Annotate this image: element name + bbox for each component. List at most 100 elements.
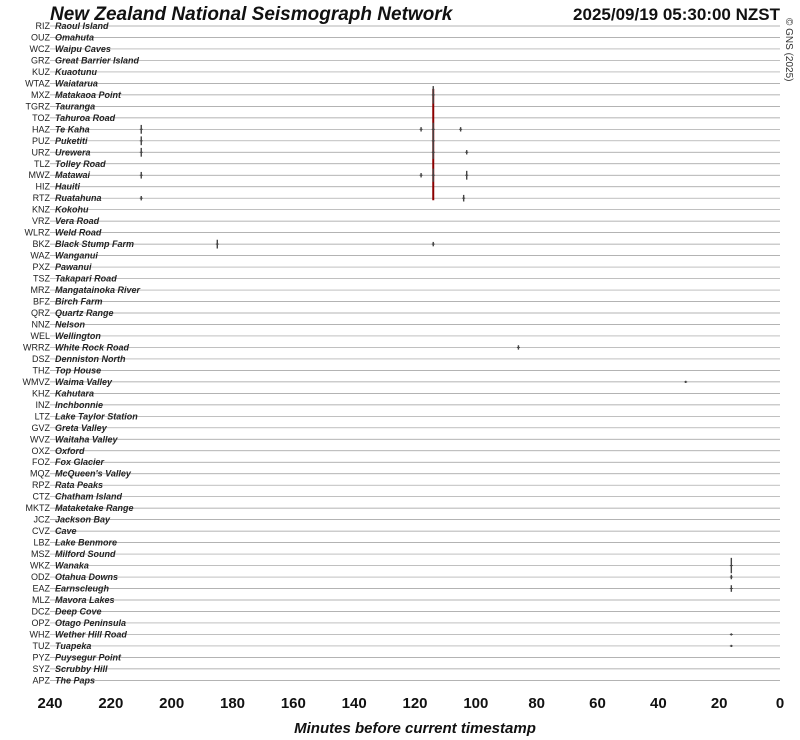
station-code: MLZ: [32, 595, 51, 605]
station-code: WEL: [30, 331, 50, 341]
station-row: RTZ Ruatahuna: [33, 193, 780, 203]
station-name: Wanganui: [55, 251, 98, 261]
station-row: LTZ Lake Taylor Station: [35, 411, 780, 421]
station-code: NNZ: [32, 319, 51, 329]
station-code: GRZ: [31, 55, 51, 65]
station-name: Fox Glacier: [55, 457, 105, 467]
station-row: JCZ Jackson Bay: [34, 515, 780, 525]
station-code: KUZ: [32, 67, 51, 77]
station-name: Scrubby Hill: [55, 664, 108, 674]
station-name: Black Stump Farm: [55, 239, 134, 249]
station-name: Matawai: [55, 170, 91, 180]
station-name: Birch Farm: [55, 297, 103, 307]
station-name: Weld Road: [55, 228, 102, 238]
station-code: WTAZ: [25, 78, 50, 88]
station-row: WMVZ Waima Valley: [23, 377, 780, 387]
station-row: MLZ Mavora Lakes: [32, 595, 780, 605]
station-code: WRRZ: [23, 342, 50, 352]
x-tick-label: 220: [98, 695, 123, 712]
station-row: OPZ Otago Peninsula: [31, 618, 780, 628]
station-code: HIZ: [36, 182, 51, 192]
station-code: WMVZ: [23, 377, 51, 387]
station-row: TOZ Tahuroa Road: [32, 113, 780, 123]
station-name: Lake Taylor Station: [55, 411, 138, 421]
station-name: Lake Benmore: [55, 538, 117, 548]
station-row: PUZ Puketiti: [32, 136, 780, 146]
station-code: HAZ: [32, 124, 51, 134]
station-row: RPZ Rata Peaks: [32, 480, 780, 490]
station-name: Kahutara: [55, 388, 94, 398]
station-name: Mangatainoka River: [55, 285, 141, 295]
station-row: THZ Top House: [33, 365, 780, 375]
station-code: OXZ: [31, 446, 50, 456]
station-code: KHZ: [32, 388, 51, 398]
station-name: Omahuta: [55, 32, 94, 42]
station-code: LTZ: [35, 411, 51, 421]
chart-title: New Zealand National Seismograph Network: [50, 4, 454, 25]
station-row: KHZ Kahutara: [32, 388, 780, 398]
station-name: Wether Hill Road: [55, 629, 127, 639]
station-row: WVZ Waitaha Valley: [30, 434, 780, 444]
station-code: MRZ: [31, 285, 51, 295]
station-name: Hauiti: [55, 182, 81, 192]
station-name: Mataketake Range: [55, 503, 134, 513]
station-code: MKTZ: [26, 503, 51, 513]
station-row: TUZ Tuapeka: [33, 641, 780, 651]
station-code: MXZ: [31, 90, 51, 100]
station-code: TGRZ: [26, 101, 51, 111]
station-code: OUZ: [31, 32, 51, 42]
station-code: CTZ: [33, 492, 51, 502]
station-row: NNZ Nelson: [32, 319, 780, 329]
x-tick-label: 100: [463, 695, 488, 712]
station-row: ODZ Otahua Downs: [31, 572, 780, 582]
station-row: GVZ Greta Valley: [31, 423, 780, 433]
station-row: KNZ Kokohu: [32, 205, 780, 215]
station-name: Tolley Road: [55, 159, 106, 169]
station-name: Great Barrier Island: [55, 55, 140, 65]
station-code: PXZ: [32, 262, 50, 272]
station-row: LBZ Lake Benmore: [33, 538, 780, 548]
station-row: HAZ Te Kaha: [32, 124, 780, 134]
station-code: EAZ: [32, 584, 50, 594]
x-tick-label: 20: [711, 695, 728, 712]
station-code: KNZ: [32, 205, 51, 215]
station-name: Chatham Island: [55, 492, 123, 502]
station-row: PYZ Puysegur Point: [32, 652, 780, 662]
station-name: The Paps: [55, 675, 95, 685]
station-code: PYZ: [32, 652, 50, 662]
copyright-notice: © GNS (2025): [783, 18, 794, 82]
station-row: TLZ Tolley Road: [34, 159, 780, 169]
station-name: Kokohu: [55, 205, 89, 215]
station-code: WCZ: [30, 44, 51, 54]
x-tick-label: 0: [776, 695, 784, 712]
station-name: Wellington: [55, 331, 101, 341]
station-row: CTZ Chatham Island: [33, 492, 780, 502]
station-row: DSZ Denniston North: [32, 354, 780, 364]
station-name: Te Kaha: [55, 124, 90, 134]
station-name: Mavora Lakes: [55, 595, 115, 605]
station-row: PXZ Pawanui: [32, 262, 780, 272]
station-code: GVZ: [31, 423, 50, 433]
station-name: Rata Peaks: [55, 480, 103, 490]
station-code: TSZ: [33, 274, 51, 284]
x-axis-ticks: 240 220 200 180 160 140 120 100 80 60 40 20 0: [37, 695, 784, 712]
station-row: DCZ Deep Cove: [32, 606, 780, 616]
station-name: Waiatarua: [55, 78, 98, 88]
station-code: BKZ: [32, 239, 50, 249]
station-row: SYZ Scrubby Hill: [32, 664, 780, 674]
station-row: WTAZ Waiatarua: [25, 78, 780, 88]
station-code: VRZ: [32, 216, 51, 226]
station-code: PUZ: [32, 136, 51, 146]
station-name: Raoul Island: [55, 21, 109, 31]
station-name: Quartz Range: [55, 308, 114, 318]
station-code: RIZ: [36, 21, 51, 31]
x-axis-label: Minutes before current timestamp: [294, 720, 536, 737]
station-code: RTZ: [33, 193, 51, 203]
station-code: WVZ: [30, 434, 50, 444]
station-name: Top House: [55, 365, 101, 375]
station-name: Kuaotunu: [55, 67, 97, 77]
station-name: Tahuroa Road: [55, 113, 116, 123]
station-name: Deep Cove: [55, 606, 102, 616]
station-name: Puysegur Point: [55, 652, 122, 662]
station-code: BFZ: [33, 297, 51, 307]
